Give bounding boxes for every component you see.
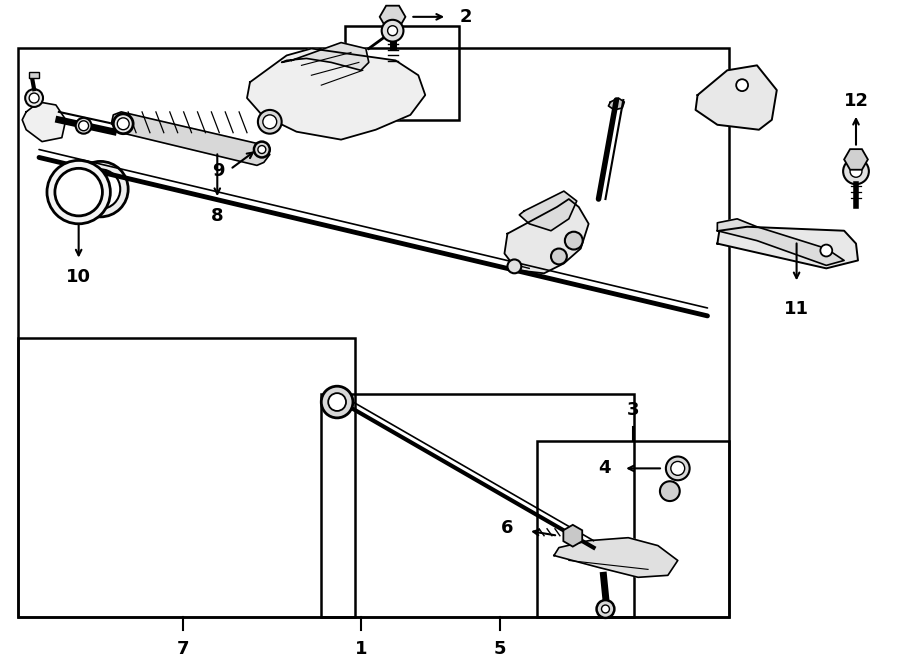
Text: 11: 11 — [784, 300, 809, 318]
Bar — [345, 26, 459, 120]
Circle shape — [601, 605, 609, 613]
Polygon shape — [554, 537, 678, 577]
Polygon shape — [519, 191, 577, 231]
Circle shape — [254, 141, 270, 157]
Text: 7: 7 — [176, 640, 189, 658]
Text: 1: 1 — [355, 640, 367, 658]
Bar — [537, 441, 729, 617]
Text: 12: 12 — [843, 92, 868, 110]
Circle shape — [821, 245, 833, 256]
Circle shape — [850, 165, 862, 177]
Circle shape — [76, 118, 92, 134]
Polygon shape — [22, 102, 66, 141]
Bar — [29, 72, 39, 78]
Circle shape — [258, 145, 265, 153]
Circle shape — [117, 118, 130, 130]
Bar — [18, 48, 729, 617]
Polygon shape — [282, 42, 369, 70]
Text: 5: 5 — [493, 640, 506, 658]
Circle shape — [843, 159, 868, 184]
Circle shape — [551, 249, 567, 264]
Circle shape — [660, 481, 680, 501]
Polygon shape — [717, 227, 858, 268]
Text: 4: 4 — [598, 459, 610, 477]
Polygon shape — [247, 48, 425, 139]
Circle shape — [382, 20, 403, 42]
Bar — [18, 338, 355, 617]
Circle shape — [597, 600, 615, 618]
Circle shape — [81, 169, 121, 209]
Circle shape — [258, 110, 282, 134]
Circle shape — [55, 169, 103, 216]
Circle shape — [736, 79, 748, 91]
Circle shape — [670, 461, 685, 475]
Text: 6: 6 — [501, 519, 513, 537]
Text: 2: 2 — [460, 8, 473, 26]
Text: 10: 10 — [67, 268, 91, 286]
Polygon shape — [608, 98, 625, 110]
Text: 8: 8 — [211, 207, 223, 225]
Circle shape — [73, 161, 128, 217]
Text: 3: 3 — [627, 401, 639, 419]
Circle shape — [25, 89, 43, 107]
Circle shape — [666, 457, 689, 481]
Polygon shape — [717, 219, 844, 265]
Circle shape — [565, 232, 582, 250]
Circle shape — [263, 115, 276, 129]
Polygon shape — [112, 112, 270, 165]
Circle shape — [113, 114, 133, 134]
Circle shape — [321, 386, 353, 418]
Circle shape — [29, 93, 39, 103]
Text: 9: 9 — [212, 163, 224, 180]
Circle shape — [78, 121, 88, 131]
Circle shape — [508, 260, 521, 273]
Polygon shape — [696, 65, 777, 130]
Circle shape — [47, 161, 111, 224]
Circle shape — [388, 26, 398, 36]
Bar — [321, 394, 634, 617]
Circle shape — [328, 393, 346, 411]
Polygon shape — [505, 199, 589, 273]
